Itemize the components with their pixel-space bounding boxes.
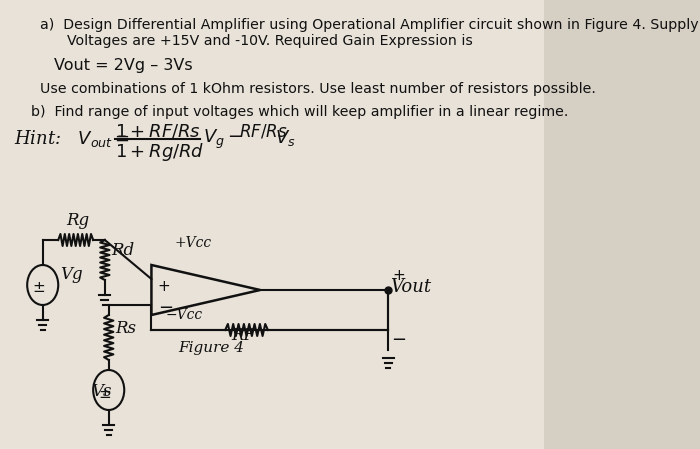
Text: b)  Find range of input voltages which will keep amplifier in a linear regime.: b) Find range of input voltages which wi… [31,105,568,119]
Text: −: − [391,331,407,349]
Text: Use combinations of 1 kOhm resistors. Use least number of resistors possible.: Use combinations of 1 kOhm resistors. Us… [41,82,596,96]
Text: Rs: Rs [115,320,136,337]
Text: Vout: Vout [390,278,431,296]
Text: Rd: Rd [111,242,134,259]
Text: $RF/Rs$: $RF/Rs$ [239,123,288,141]
Text: +: + [392,268,405,283]
Text: Hint:   $V_{out}=$: Hint: $V_{out}=$ [14,128,130,149]
Text: Vout = 2Vg – 3Vs: Vout = 2Vg – 3Vs [55,58,193,73]
Text: Figure 4: Figure 4 [178,341,244,355]
Text: +Vcc: +Vcc [175,236,212,250]
Text: −Vcc: −Vcc [165,308,202,322]
Text: Rg: Rg [66,212,89,229]
Text: $1+Rg/Rd$: $1+Rg/Rd$ [115,141,204,163]
FancyBboxPatch shape [0,0,544,449]
Text: −: − [158,299,173,317]
Text: a)  Design Differential Amplifier using Operational Amplifier circuit shown in F: a) Design Differential Amplifier using O… [41,18,699,32]
Text: +: + [158,279,170,294]
Text: ±: ± [32,281,46,295]
Text: Vs: Vs [92,383,112,400]
Text: $V_s$: $V_s$ [275,128,295,148]
Text: Voltages are +15V and -10V. Required Gain Expression is: Voltages are +15V and -10V. Required Gai… [41,34,473,48]
Text: $V_g -$: $V_g -$ [204,128,243,151]
Text: ±: ± [99,386,111,401]
Text: Vg: Vg [60,266,83,283]
Text: RF: RF [232,327,256,344]
Text: $1+RF/Rs$: $1+RF/Rs$ [115,123,200,141]
